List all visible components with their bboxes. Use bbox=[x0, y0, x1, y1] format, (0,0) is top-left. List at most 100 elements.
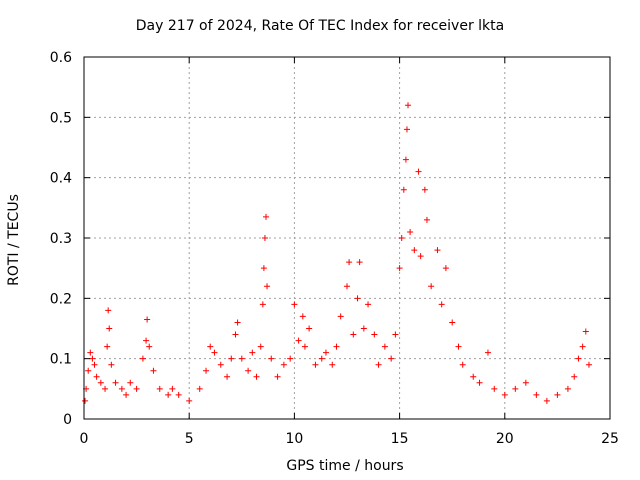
data-point bbox=[318, 355, 325, 362]
data-point bbox=[280, 361, 287, 368]
data-point bbox=[186, 397, 193, 404]
y-tick-label: 0.1 bbox=[50, 352, 72, 368]
data-point bbox=[449, 319, 456, 326]
data-point bbox=[455, 343, 462, 350]
data-point bbox=[123, 391, 130, 398]
data-point bbox=[402, 156, 409, 163]
data-point bbox=[295, 337, 302, 344]
data-point bbox=[106, 325, 113, 332]
data-point bbox=[211, 349, 218, 356]
data-point bbox=[407, 228, 414, 235]
data-point bbox=[301, 343, 308, 350]
data-point bbox=[579, 343, 586, 350]
x-axis-label: GPS time / hours bbox=[286, 458, 404, 474]
data-point bbox=[543, 397, 550, 404]
data-point bbox=[274, 373, 281, 380]
data-point bbox=[522, 379, 529, 386]
data-point bbox=[238, 355, 245, 362]
data-point bbox=[442, 265, 449, 272]
data-point bbox=[337, 313, 344, 320]
plot-frame bbox=[83, 56, 611, 420]
data-point bbox=[470, 373, 477, 380]
data-point bbox=[259, 301, 266, 308]
data-point bbox=[261, 235, 268, 241]
data-point bbox=[438, 301, 445, 308]
data-point bbox=[400, 186, 407, 193]
data-point bbox=[234, 319, 241, 326]
data-point bbox=[484, 349, 491, 356]
data-points bbox=[82, 102, 592, 404]
data-point bbox=[375, 361, 382, 368]
x-tick-label: 10 bbox=[285, 431, 303, 447]
axis-ticks: 0 5 10 15 20 25 0 0.1 0.2 0.3 0.4 0.5 0.6 bbox=[50, 50, 619, 447]
data-point bbox=[459, 361, 466, 368]
data-point bbox=[175, 391, 182, 398]
data-point bbox=[417, 253, 424, 260]
data-point bbox=[232, 331, 239, 338]
data-point bbox=[118, 385, 125, 392]
data-point bbox=[89, 355, 96, 362]
data-point bbox=[291, 301, 298, 308]
data-point bbox=[306, 325, 313, 332]
data-point bbox=[312, 361, 319, 368]
data-point bbox=[392, 331, 399, 338]
data-point bbox=[224, 373, 231, 380]
data-point bbox=[97, 379, 104, 386]
data-point bbox=[346, 259, 353, 266]
data-point bbox=[575, 355, 582, 362]
data-point bbox=[146, 343, 153, 350]
data-point bbox=[245, 367, 252, 374]
x-tick-label: 20 bbox=[496, 431, 514, 447]
data-point bbox=[421, 186, 428, 193]
data-point bbox=[405, 102, 412, 109]
data-point bbox=[165, 391, 172, 398]
data-point bbox=[411, 247, 418, 254]
data-point bbox=[476, 379, 483, 386]
data-point bbox=[365, 301, 372, 308]
data-point bbox=[350, 331, 357, 338]
y-tick-label: 0.3 bbox=[50, 231, 72, 247]
data-point bbox=[388, 355, 395, 362]
x-tick-label: 0 bbox=[80, 431, 89, 447]
data-point bbox=[169, 385, 176, 392]
data-point bbox=[371, 331, 378, 338]
data-point bbox=[105, 307, 112, 314]
data-point bbox=[415, 168, 422, 175]
data-point bbox=[207, 343, 214, 350]
data-point bbox=[398, 235, 405, 241]
data-point bbox=[93, 373, 100, 380]
data-point bbox=[156, 385, 163, 392]
data-point bbox=[257, 343, 264, 350]
data-point bbox=[582, 328, 589, 335]
data-point bbox=[127, 379, 134, 386]
data-point bbox=[396, 265, 403, 272]
data-point bbox=[585, 361, 592, 368]
data-point bbox=[533, 391, 540, 398]
data-point bbox=[144, 316, 151, 323]
data-point bbox=[344, 283, 350, 290]
data-point bbox=[268, 355, 275, 362]
data-point bbox=[322, 349, 329, 356]
data-point bbox=[434, 247, 441, 254]
data-point bbox=[85, 367, 92, 374]
data-point bbox=[112, 379, 119, 386]
data-point bbox=[150, 367, 157, 374]
data-point bbox=[423, 216, 430, 223]
y-tick-label: 0.5 bbox=[50, 110, 72, 126]
data-point bbox=[133, 385, 140, 392]
y-tick-label: 0.4 bbox=[50, 171, 72, 187]
data-point bbox=[249, 349, 256, 356]
data-point bbox=[108, 361, 115, 368]
data-point bbox=[287, 355, 294, 362]
y-tick-label: 0 bbox=[63, 412, 72, 428]
data-point bbox=[501, 391, 508, 398]
x-tick-label: 25 bbox=[601, 431, 619, 447]
y-tick-label: 0.2 bbox=[50, 291, 72, 307]
data-point bbox=[554, 391, 561, 398]
data-point bbox=[428, 283, 435, 290]
data-point bbox=[299, 313, 306, 320]
data-point bbox=[102, 385, 109, 392]
data-point bbox=[564, 385, 571, 392]
x-tick-label: 5 bbox=[185, 431, 194, 447]
